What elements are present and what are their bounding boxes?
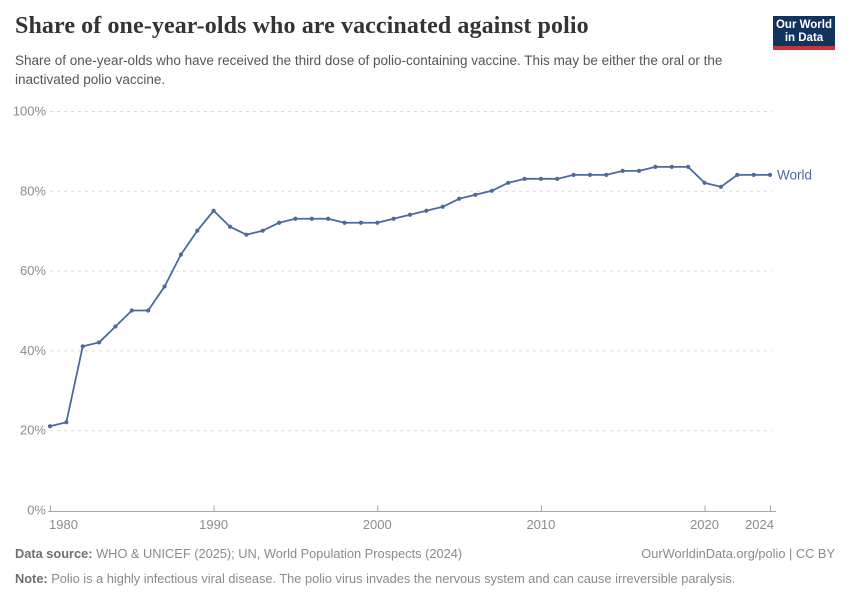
note-label: Note: (15, 570, 48, 586)
data-point (113, 324, 118, 329)
data-point (767, 172, 773, 177)
data-point (686, 164, 691, 169)
data-point (96, 340, 102, 345)
data-point (326, 216, 331, 221)
data-point (178, 252, 184, 257)
data-point (751, 172, 756, 177)
data-point (604, 172, 609, 177)
data-point (587, 172, 593, 177)
y-tick-label: 80% (20, 183, 46, 198)
data-point (702, 180, 707, 185)
data-point (473, 192, 478, 197)
data-point (146, 308, 151, 313)
data-point (195, 228, 200, 233)
y-tick-label: 100% (13, 104, 47, 119)
series-end-label: World (777, 167, 812, 182)
data-point (735, 172, 740, 177)
data-point (342, 220, 347, 225)
data-point (80, 344, 85, 349)
data-point (375, 220, 380, 225)
owid-logo: Our World in Data (773, 16, 835, 50)
x-tick-label: 2000 (363, 517, 392, 532)
data-point (227, 224, 233, 229)
data-point (211, 208, 216, 213)
chart-footer: Data source: WHO & UNICEF (2025); UN, Wo… (15, 546, 835, 587)
data-point (391, 216, 396, 221)
data-source-text: Data source: WHO & UNICEF (2025); UN, Wo… (15, 546, 463, 561)
data-point (456, 196, 462, 201)
data-point (276, 220, 282, 225)
data-point (653, 164, 658, 169)
data-point (440, 204, 445, 209)
data-point (407, 212, 413, 217)
x-tick-label: 2010 (526, 517, 555, 532)
y-tick-label: 0% (27, 503, 46, 518)
x-tick-label: 2020 (690, 517, 719, 532)
y-tick-label: 20% (20, 423, 46, 438)
data-source-label: Data source: (15, 546, 93, 561)
license-text: OurWorldinData.org/polio | CC BY (641, 546, 835, 561)
data-point (669, 164, 674, 169)
series-line (49, 165, 771, 428)
data-point (555, 176, 560, 181)
y-tick-label: 40% (20, 343, 46, 358)
data-point (636, 168, 642, 173)
data-point (506, 180, 511, 185)
owid-logo-line2: in Data (784, 31, 824, 44)
data-point (358, 220, 364, 225)
data-point (293, 216, 298, 221)
data-point (718, 184, 724, 189)
data-point (47, 424, 53, 429)
x-tick-label: 1980 (49, 517, 78, 532)
data-point (522, 176, 527, 181)
owid-logo-line1: Our World (775, 19, 832, 31)
page-title: Share of one-year-olds who are vaccinate… (15, 13, 589, 39)
data-point (129, 308, 134, 313)
data-point (244, 232, 249, 237)
data-point (538, 176, 544, 181)
data-point (424, 208, 429, 213)
data-point (620, 168, 625, 173)
y-tick-label: 60% (20, 263, 46, 278)
x-tick-label: 2024 (745, 517, 774, 532)
data-point (64, 420, 69, 425)
data-point (309, 216, 314, 221)
data-point (260, 228, 265, 233)
chart-subtitle: Share of one-year-olds who have received… (15, 53, 723, 88)
data-point (489, 188, 494, 193)
x-tick-label: 1990 (199, 517, 228, 532)
note-text: Note: Polio is a highly infectious viral… (15, 570, 736, 586)
data-point (571, 172, 576, 177)
data-point (162, 284, 167, 289)
